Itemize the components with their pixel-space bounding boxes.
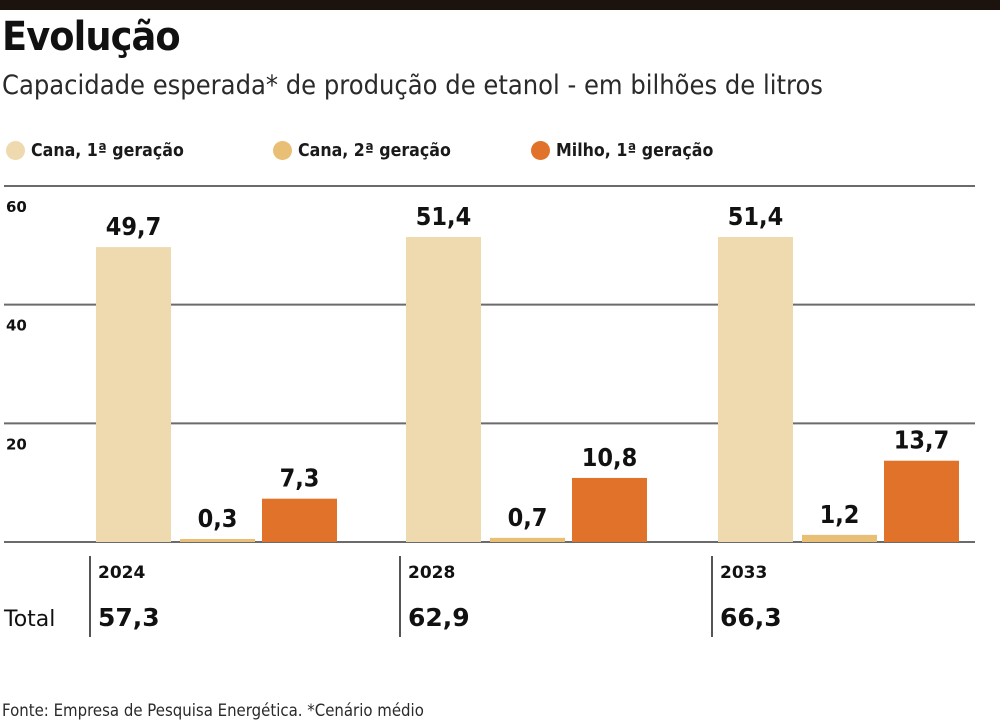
- bar: [718, 237, 793, 542]
- data-label: 0,7: [508, 503, 548, 532]
- total-value: 66,3: [720, 603, 782, 632]
- data-label: 51,4: [728, 202, 783, 231]
- bar: [406, 237, 481, 542]
- chart-subtitle: Capacidade esperada* de produção de etan…: [2, 70, 823, 101]
- total-value: 62,9: [408, 603, 470, 632]
- y-tick-label: 40: [6, 317, 27, 335]
- total-value: 57,3: [98, 603, 160, 632]
- total-label: Total: [3, 607, 55, 632]
- x-tick-label: 2033: [720, 563, 767, 583]
- bar: [802, 534, 877, 542]
- legend-label: Milho, 1ª geração: [556, 140, 714, 161]
- legend-item-cana-1: Cana, 1ª geração: [6, 140, 205, 161]
- bar: [180, 539, 255, 542]
- data-label: 1,2: [820, 500, 860, 529]
- legend-swatch-cana-2: [273, 141, 292, 160]
- legend-swatch-cana-1: [6, 141, 25, 160]
- x-tick-label: 2024: [98, 563, 145, 583]
- bar: [490, 537, 565, 542]
- chart-title: Evolução: [2, 14, 181, 60]
- bar: [262, 498, 337, 542]
- source-note: Fonte: Empresa de Pesquisa Energética. *…: [2, 701, 424, 721]
- data-label: 0,3: [198, 504, 238, 533]
- legend-swatch-milho-1: [531, 141, 550, 160]
- data-label: 13,7: [894, 426, 949, 455]
- y-tick-label: 20: [6, 435, 27, 453]
- data-label: 49,7: [106, 212, 161, 241]
- data-label: 7,3: [280, 464, 320, 493]
- data-label: 51,4: [416, 202, 471, 231]
- y-tick-label: 60: [6, 198, 27, 216]
- legend-label: Cana, 1ª geração: [31, 140, 184, 161]
- x-tick-label: 2028: [408, 563, 455, 583]
- legend-label: Cana, 2ª geração: [298, 140, 451, 161]
- top-bar: [0, 0, 1000, 10]
- bar: [572, 477, 647, 542]
- legend-item-milho-1: Milho, 1ª geração: [531, 140, 735, 161]
- bar: [96, 247, 171, 542]
- data-label: 10,8: [582, 443, 637, 472]
- legend-item-cana-2: Cana, 2ª geração: [273, 140, 472, 161]
- bar: [884, 460, 959, 542]
